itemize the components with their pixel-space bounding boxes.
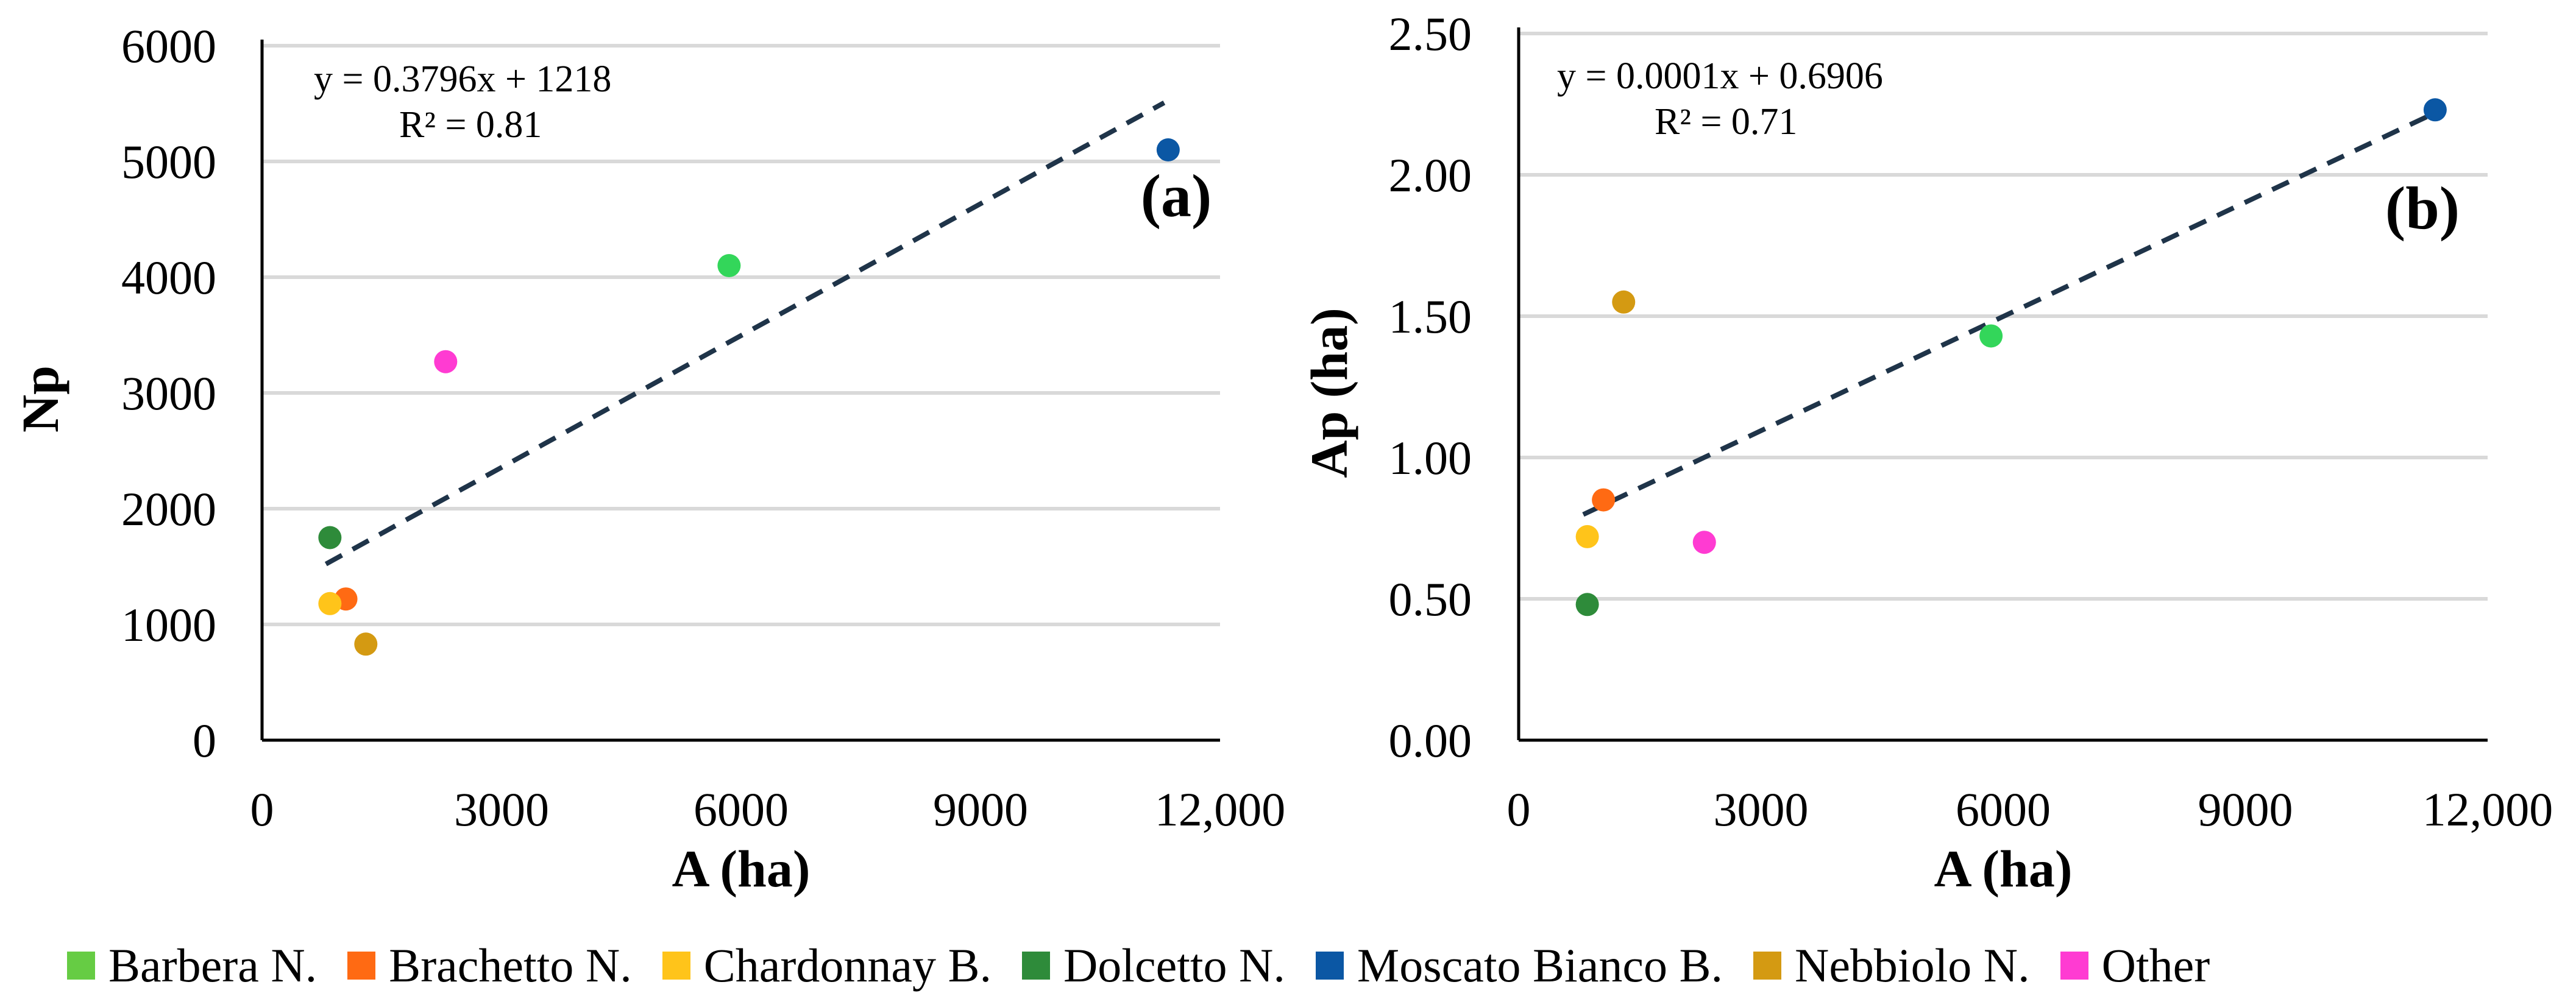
legend-item: Moscato Bianco B. <box>1315 938 1723 993</box>
legend-swatch <box>347 952 376 980</box>
y-tick-label: 2.50 <box>1389 7 1472 60</box>
y-tick-label: 0 <box>193 714 216 767</box>
legend-swatch <box>2060 952 2088 980</box>
y-tick-label: 6000 <box>121 19 216 72</box>
legend-item: Barbera N. <box>67 938 317 993</box>
x-tick-label: 6000 <box>694 783 789 836</box>
y-axis-title: Np <box>11 366 69 433</box>
legend-label: Nebbiolo N. <box>1794 939 2030 992</box>
panel-b-chart: 0.00 0.50 1.00 1.50 2.00 2.50 0 3000 6000 9000 12,… <box>1300 7 2553 898</box>
legend-label: Barbera N. <box>108 939 318 992</box>
data-point-moscato-bianco-b <box>2423 98 2447 122</box>
legend-swatch <box>662 952 690 980</box>
legend-label: Moscato Bianco B. <box>1357 939 1723 992</box>
data-point-dolcetto-n <box>1575 593 1599 617</box>
x-tick-label: 0 <box>1507 783 1531 836</box>
y-tick-label: 1.50 <box>1389 290 1472 343</box>
legend-item: Brachetto N. <box>347 938 632 993</box>
data-point-dolcetto-n <box>318 526 342 549</box>
data-point-nebbiolo-n <box>354 632 378 656</box>
legend-item: Dolcetto N. <box>1021 938 1285 993</box>
data-point-barbera-n <box>1979 324 2003 348</box>
legend-item: Nebbiolo N. <box>1753 938 2030 993</box>
y-axis-title: Ap (ha) <box>1300 308 1358 478</box>
x-tick-label: 9000 <box>933 783 1028 836</box>
data-point-nebbiolo-n <box>1612 290 1636 314</box>
x-axis-title: A (ha) <box>1934 839 2073 898</box>
x-tick-label: 12,000 <box>1155 783 1286 836</box>
x-tick-label: 9000 <box>2198 783 2293 836</box>
trendline <box>324 101 1166 567</box>
data-point-moscato-bianco-b <box>1156 138 1180 161</box>
x-tick-label: 3000 <box>1714 783 1809 836</box>
data-point-other <box>1692 531 1716 554</box>
legend-swatch <box>67 952 95 980</box>
x-axis-title: A (ha) <box>672 839 811 898</box>
y-tick-label: 1000 <box>121 598 216 651</box>
panel-label: (b) <box>2385 174 2460 242</box>
data-point-barbera-n <box>717 254 741 277</box>
y-tick-label: 3000 <box>121 367 216 420</box>
panel-label: (a) <box>1141 162 1212 230</box>
r-squared-label: R² = 0.71 <box>1655 101 1797 143</box>
y-tick-label: 2000 <box>121 482 216 535</box>
x-tick-label: 12,000 <box>2422 783 2553 836</box>
legend-swatch <box>1753 952 1781 980</box>
legend: Barbera N. Brachetto N. Chardonnay B. Dolce… <box>67 938 2566 993</box>
legend-label: Chardonnay B. <box>703 939 992 992</box>
trendline-equation: y = 0.3796x + 1218 <box>314 58 611 100</box>
y-tick-label: 0.50 <box>1389 573 1472 626</box>
y-tick-label: 2.00 <box>1389 149 1472 202</box>
x-tick-label: 3000 <box>454 783 549 836</box>
r-squared-label: R² = 0.81 <box>399 104 542 146</box>
data-point-brachetto-n <box>1592 488 1616 512</box>
legend-label: Other <box>2101 939 2210 992</box>
data-point-chardonnay-b <box>318 592 342 615</box>
data-point-other <box>434 350 458 373</box>
data-point-chardonnay-b <box>1575 525 1599 548</box>
y-tick-label: 4000 <box>121 251 216 304</box>
y-tick-label: 5000 <box>121 135 216 188</box>
trendline-equation: y = 0.0001x + 0.6906 <box>1557 55 1883 97</box>
x-tick-label: 0 <box>250 783 274 836</box>
legend-swatch <box>1315 952 1344 980</box>
legend-label: Brachetto N. <box>389 939 632 992</box>
y-tick-label: 0.00 <box>1389 714 1472 767</box>
legend-item: Other <box>2060 938 2210 993</box>
legend-item: Chardonnay B. <box>662 938 992 993</box>
panel-a-chart: 0 1000 2000 3000 4000 5000 6000 0 3000 6000 9000 12… <box>11 19 1285 898</box>
legend-label: Dolcetto N. <box>1063 939 1285 992</box>
legend-swatch <box>1021 952 1050 980</box>
trendline <box>1582 112 2432 517</box>
x-tick-label: 6000 <box>1956 783 2051 836</box>
y-tick-label: 1.00 <box>1389 431 1472 484</box>
